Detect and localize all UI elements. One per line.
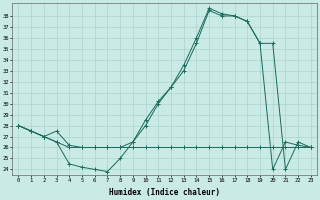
X-axis label: Humidex (Indice chaleur): Humidex (Indice chaleur) <box>109 188 220 197</box>
